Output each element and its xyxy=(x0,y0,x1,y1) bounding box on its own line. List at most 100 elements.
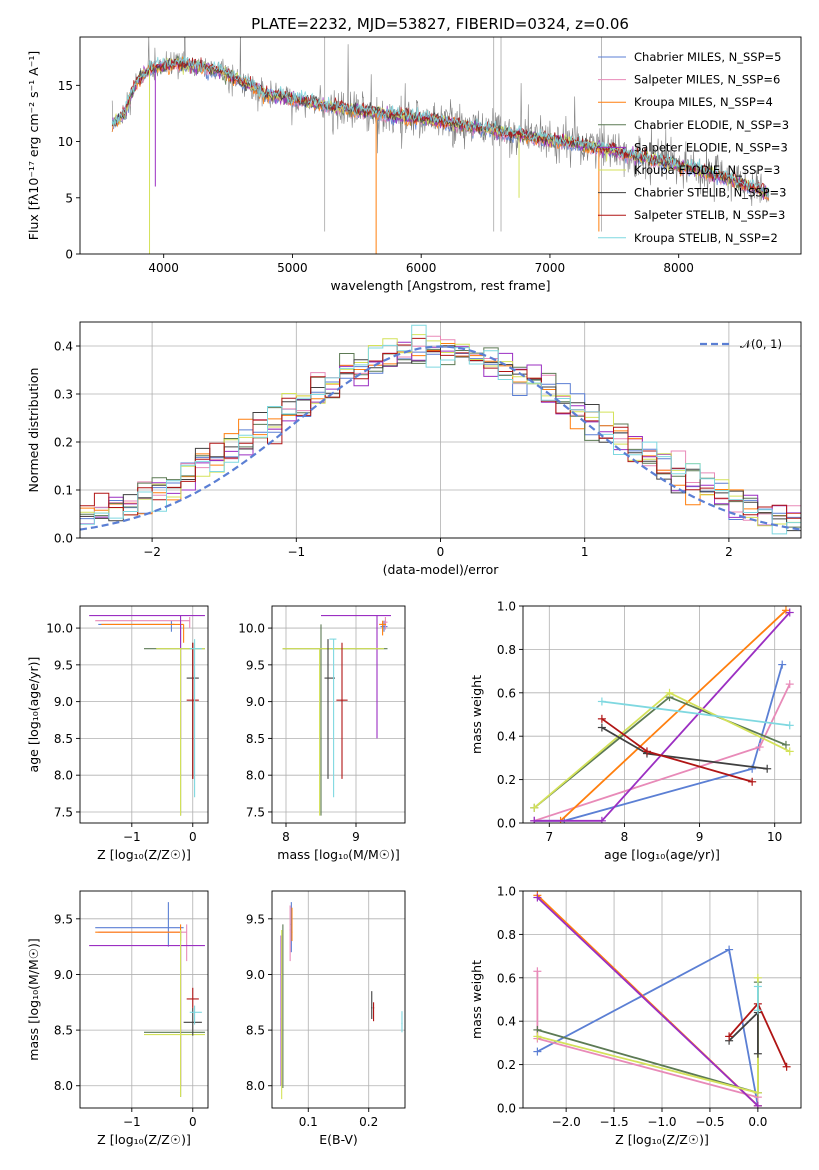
weight-marker xyxy=(753,1088,762,1097)
y-tick-label: 0.0 xyxy=(54,532,73,546)
weight-line-7 xyxy=(728,1010,759,1054)
legend-entry-2: Salpeter MILES, N_SSP=6 xyxy=(634,73,780,87)
y-tick-label: 8.5 xyxy=(54,732,73,746)
y-tick-label: 9.5 xyxy=(54,658,73,672)
weight-marker xyxy=(753,973,762,982)
y-tick-label: 8.0 xyxy=(246,1079,265,1093)
x-tick-label: −1 xyxy=(123,830,141,844)
panel-mass-weight-vs-age: 7 8 9 10 0.0 0.2 0.4 0.6 0.8 1.0 age [log₁₀(age/yr… xyxy=(469,600,802,862)
x-tick-label: −1 xyxy=(123,1115,141,1129)
data-point-8 xyxy=(336,642,348,779)
weight-line-3 xyxy=(559,609,787,822)
plot-area-residuals xyxy=(80,324,801,535)
weight-marker xyxy=(748,777,757,786)
axes-frame xyxy=(522,890,802,1109)
plot-area-mass-weight-vs-age xyxy=(530,606,794,823)
data-point-5 xyxy=(89,615,205,739)
x-axis-label: Z [log₁₀(Z/Z☉)] xyxy=(615,1132,709,1147)
x-tick-label: −1 xyxy=(287,545,305,559)
data-point-3 xyxy=(95,924,182,942)
weight-line-5 xyxy=(536,896,759,1107)
histogram-8 xyxy=(80,337,801,519)
axes-frame xyxy=(522,605,802,824)
legend: 𝒩(0, 1) xyxy=(700,337,782,351)
x-tick-label: 10 xyxy=(767,830,782,844)
weight-marker xyxy=(725,945,734,954)
weight-marker xyxy=(785,721,794,730)
weight-marker xyxy=(753,982,762,991)
plot-area-mass-weight-vs-Z xyxy=(533,891,791,1108)
y-tick-label: 0.4 xyxy=(497,1015,516,1029)
axes-frame xyxy=(79,321,802,539)
y-tick-label: 1.0 xyxy=(497,885,516,899)
y-tick-label: 15 xyxy=(58,79,73,93)
data-point-6 xyxy=(281,929,283,1100)
panel-age-vs-Z: −1 0 7.5 8.0 8.5 9.0 9.5 10.0 Z [log₁₀(Z/Z☉)] age… xyxy=(26,605,209,862)
legend-entry-1: Chabrier MILES, N_SSP=5 xyxy=(634,50,781,64)
data-point-4 xyxy=(144,929,205,1097)
y-tick-label: 9.0 xyxy=(54,695,73,709)
histogram-2 xyxy=(80,335,801,521)
legend-entry-3: Kroupa MILES, N_SSP=4 xyxy=(634,95,773,109)
histogram-9 xyxy=(80,324,801,535)
grid-mass-weight-vs-age xyxy=(523,605,801,824)
data-point-3 xyxy=(101,623,185,643)
weight-marker xyxy=(785,608,794,617)
x-axis-label: Z [log₁₀(Z/Z☉)] xyxy=(97,847,191,862)
data-point-8 xyxy=(186,987,199,1008)
legend-entry-4: Chabrier ELODIE, N_SSP=3 xyxy=(634,118,789,132)
x-axis-label: (data-model)/error xyxy=(383,562,500,577)
y-axis-label: Flux [fλ10⁻¹⁷ erg cm⁻² s⁻¹ A⁻¹] xyxy=(26,51,41,240)
x-tick-label: 6000 xyxy=(406,261,437,275)
x-tick-label: 7 xyxy=(545,830,553,844)
histogram-7 xyxy=(80,345,801,532)
weight-marker xyxy=(755,743,764,752)
weight-marker xyxy=(597,697,606,706)
y-axis-label: age [log₁₀(age/yr)] xyxy=(26,657,41,773)
grid-age-vs-Z xyxy=(80,606,208,823)
weight-marker xyxy=(781,740,790,749)
data-point-2 xyxy=(289,905,291,962)
weight-line-1 xyxy=(536,948,759,1106)
weight-marker xyxy=(665,688,674,697)
data-point-5 xyxy=(321,615,391,739)
data-point-3 xyxy=(379,620,387,636)
weight-marker xyxy=(530,803,539,812)
weight-line-4 xyxy=(537,982,759,1094)
grid-mass-vs-EBV xyxy=(272,891,405,1108)
x-tick-label: 0 xyxy=(189,1115,197,1129)
x-axis-label: age [log₁₀(age/yr)] xyxy=(604,847,720,862)
data-point-8 xyxy=(186,642,199,779)
x-tick-label: 4000 xyxy=(148,261,179,275)
legend-entry-6: Kroupa ELODIE, N_SSP=3 xyxy=(634,163,780,177)
data-point-4 xyxy=(282,924,284,1088)
histogram-4 xyxy=(80,347,801,528)
weight-line-9 xyxy=(601,700,790,727)
y-tick-label: 0.1 xyxy=(54,484,73,498)
legend: Chabrier MILES, N_SSP=5 Salpeter MILES, N… xyxy=(598,50,789,245)
weight-marker xyxy=(533,967,542,976)
weight-line-1 xyxy=(534,664,784,822)
x-tick-label: 5000 xyxy=(277,261,308,275)
data-point-6 xyxy=(156,648,205,816)
data-point-2 xyxy=(98,924,188,962)
weight-marker xyxy=(785,747,794,756)
y-tick-label: 9.5 xyxy=(54,912,73,926)
y-tick-label: 9.5 xyxy=(246,912,265,926)
axes-frame xyxy=(271,890,406,1109)
data-point-9 xyxy=(189,639,202,798)
y-tick-label: 10.0 xyxy=(238,622,265,636)
x-tick-label: −2.0 xyxy=(552,1115,581,1129)
y-tick-label: 8.5 xyxy=(246,732,265,746)
y-tick-label: 0.8 xyxy=(497,643,516,657)
y-tick-label: 0.6 xyxy=(497,686,516,700)
data-point-3 xyxy=(291,907,293,942)
x-tick-label: 7000 xyxy=(535,261,566,275)
panel-mass-weight-vs-Z: −2.0 −1.5 −1.0 −0.5 0.0 0.0 0.2 0.4 0.6 0.8 1.0 Z [… xyxy=(469,885,802,1147)
weight-line-2 xyxy=(534,683,791,822)
y-tick-label: 0.4 xyxy=(497,730,516,744)
x-tick-label: 9 xyxy=(352,830,360,844)
x-tick-label: 0 xyxy=(437,545,445,559)
y-tick-label: 10.0 xyxy=(46,622,73,636)
data-point-2 xyxy=(382,617,388,630)
